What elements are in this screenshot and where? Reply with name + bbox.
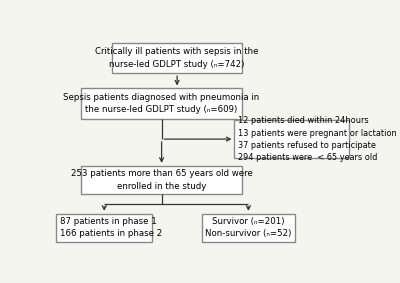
FancyBboxPatch shape <box>202 214 295 242</box>
Text: Critically ill patients with sepsis in the
nurse-led GDLPT study (ₙ=742): Critically ill patients with sepsis in t… <box>95 47 259 68</box>
Text: Survivor (ₙ=201)
Non-survivor (ₙ=52): Survivor (ₙ=201) Non-survivor (ₙ=52) <box>205 217 292 239</box>
FancyBboxPatch shape <box>81 88 242 119</box>
FancyBboxPatch shape <box>81 166 242 194</box>
FancyBboxPatch shape <box>112 43 242 73</box>
Text: 253 patients more than 65 years old were
enrolled in the study: 253 patients more than 65 years old were… <box>71 170 252 190</box>
FancyBboxPatch shape <box>56 214 152 242</box>
Text: 87 patients in phase 1
166 patients in phase 2: 87 patients in phase 1 166 patients in p… <box>60 217 162 239</box>
FancyBboxPatch shape <box>234 120 349 158</box>
Text: 12 patients died within 24hours
13 patients were pregnant or lactation
37 patien: 12 patients died within 24hours 13 patie… <box>238 116 397 162</box>
Text: Sepsis patients diagnosed with pneumonia in
the nurse-led GDLPT study (ₙ=609): Sepsis patients diagnosed with pneumonia… <box>64 93 260 114</box>
